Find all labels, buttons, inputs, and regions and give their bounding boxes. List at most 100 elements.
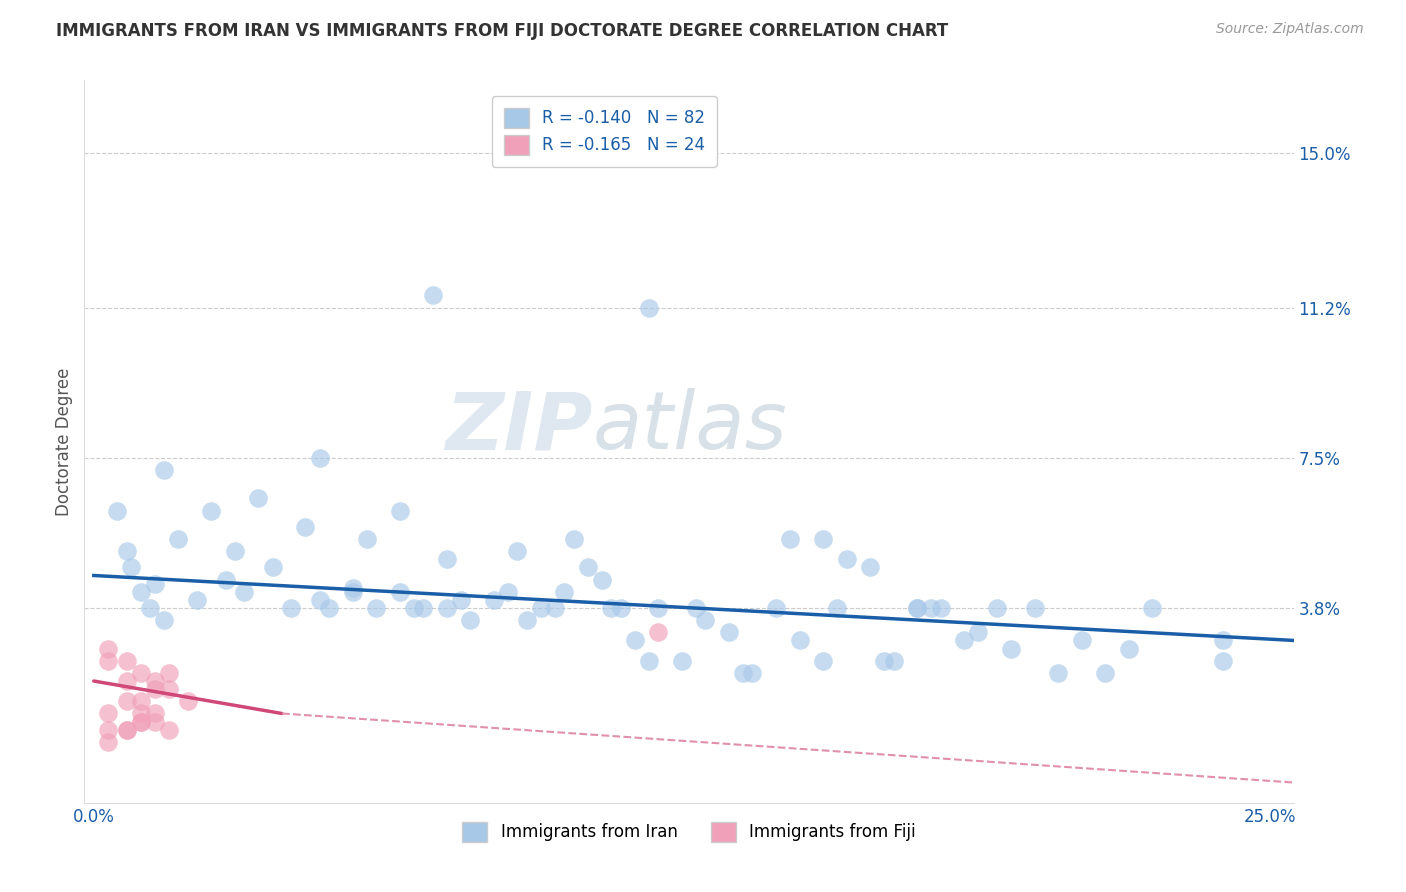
Point (143, 714, 166, 729)
Point (741, 665, 763, 680)
Legend: Immigrants from Iran, Immigrants from Fiji: Immigrants from Iran, Immigrants from Fi… (456, 815, 922, 848)
Point (609, 601, 631, 615)
Point (97, 654, 120, 668)
Point (342, 581, 364, 595)
Point (280, 601, 302, 615)
Point (717, 625, 740, 640)
Point (544, 601, 567, 615)
Point (883, 654, 905, 668)
Point (318, 601, 340, 615)
Point (129, 665, 152, 680)
Point (905, 601, 928, 615)
Point (308, 592, 330, 607)
Point (1094, 665, 1116, 680)
Point (129, 584, 152, 599)
Point (458, 613, 481, 627)
Point (388, 584, 411, 599)
Point (129, 714, 152, 729)
Point (129, 714, 152, 729)
Point (562, 532, 585, 546)
Text: IMMIGRANTS FROM IRAN VS IMMIGRANTS FROM FIJI DOCTORATE DEGREE CORRELATION CHART: IMMIGRANTS FROM IRAN VS IMMIGRANTS FROM … (56, 22, 949, 40)
Point (953, 633, 976, 648)
Point (139, 601, 162, 615)
Point (143, 706, 166, 721)
Point (233, 584, 256, 599)
Point (835, 552, 858, 566)
Point (789, 633, 811, 648)
Point (1024, 601, 1046, 615)
Point (97, 735, 120, 749)
Point (859, 560, 882, 574)
Point (356, 532, 378, 546)
Point (97, 641, 120, 656)
Point (825, 601, 848, 615)
Point (115, 544, 138, 558)
Point (342, 584, 364, 599)
Point (436, 552, 458, 566)
Point (1142, 601, 1164, 615)
Point (450, 592, 472, 607)
Point (177, 694, 200, 708)
Point (671, 654, 693, 668)
Point (929, 601, 952, 615)
Point (153, 463, 176, 477)
Point (422, 288, 444, 302)
Point (1070, 633, 1092, 648)
Point (129, 706, 152, 721)
Point (516, 613, 538, 627)
Point (779, 532, 801, 546)
Point (905, 601, 928, 615)
Point (153, 613, 176, 627)
Point (186, 592, 208, 607)
Point (530, 601, 553, 615)
Point (97, 723, 120, 737)
Point (214, 573, 236, 587)
Point (731, 665, 754, 680)
Point (638, 301, 661, 315)
Point (496, 584, 519, 599)
Point (224, 544, 246, 558)
Point (115, 723, 138, 737)
Point (765, 601, 787, 615)
Point (967, 625, 990, 640)
Point (1047, 665, 1070, 680)
Point (157, 682, 180, 697)
Point (811, 532, 834, 546)
Point (308, 450, 330, 465)
Point (97, 706, 120, 721)
Point (115, 654, 138, 668)
Point (402, 601, 425, 615)
Point (364, 601, 387, 615)
Text: Source: ZipAtlas.com: Source: ZipAtlas.com (1216, 22, 1364, 37)
Point (685, 601, 707, 615)
Point (200, 503, 222, 517)
Point (647, 625, 669, 640)
Text: ZIP: ZIP (444, 388, 592, 467)
Point (920, 601, 942, 615)
Point (576, 560, 599, 574)
Point (600, 601, 623, 615)
Y-axis label: Doctorate Degree: Doctorate Degree (55, 368, 73, 516)
Point (143, 682, 166, 697)
Point (143, 673, 166, 688)
Text: atlas: atlas (592, 388, 787, 467)
Point (294, 520, 316, 534)
Point (986, 601, 1008, 615)
Point (638, 654, 661, 668)
Point (695, 613, 717, 627)
Point (1118, 641, 1140, 656)
Point (811, 654, 834, 668)
Point (167, 532, 190, 546)
Point (115, 723, 138, 737)
Point (1212, 654, 1234, 668)
Point (412, 601, 434, 615)
Point (1212, 633, 1234, 648)
Point (129, 694, 152, 708)
Point (247, 491, 270, 506)
Point (157, 723, 180, 737)
Point (105, 503, 128, 517)
Point (436, 601, 458, 615)
Point (647, 601, 669, 615)
Point (506, 544, 529, 558)
Point (624, 633, 647, 648)
